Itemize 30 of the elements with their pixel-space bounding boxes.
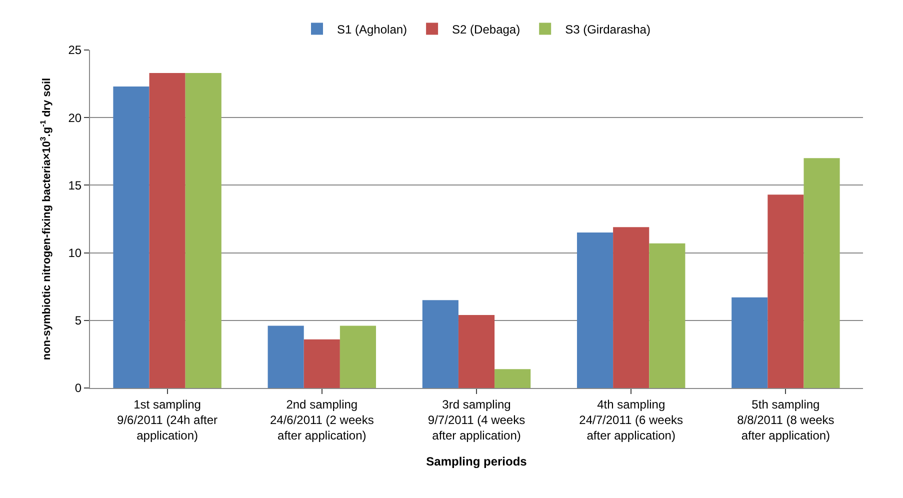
x-tick-label: 5th sampling 8/8/2011 (8 weeks after application) — [737, 397, 834, 443]
bar — [268, 326, 304, 388]
bar — [576, 232, 614, 388]
y-tick-label: 20 — [68, 110, 82, 125]
legend-label: S3 (Girdarasha) — [565, 22, 650, 36]
y-tick-label: 25 — [68, 43, 82, 58]
y-tick-label: 5 — [74, 314, 82, 328]
x-tick-label: 2nd sampling 24/6/2011 (2 weeks after application) — [270, 397, 374, 443]
y-tick-label: 10 — [68, 246, 82, 260]
x-tick-label: 4th sampling 24/7/2011 (6 weeks after application) — [579, 397, 684, 443]
x-tick-label: 3rd sampling 9/7/2011 (4 weeks after application) — [428, 397, 526, 443]
bar — [340, 326, 376, 388]
bar — [613, 227, 650, 388]
bar — [804, 158, 840, 388]
bar — [422, 300, 458, 388]
bar — [768, 194, 804, 388]
bar — [185, 72, 222, 388]
bar — [113, 86, 150, 388]
legend-label: S1 (Agholan) — [337, 22, 408, 36]
bar — [149, 72, 186, 388]
bar — [304, 339, 340, 388]
bar — [732, 297, 768, 388]
bar — [649, 243, 686, 388]
y-tick-label: 0 — [74, 381, 82, 396]
y-tick-label: 15 — [68, 178, 82, 192]
x-tick-label: 1st sampling 9/6/2011 (24h after application) — [117, 397, 218, 443]
legend-label: S2 (Debaga) — [452, 22, 520, 36]
bar — [494, 369, 531, 388]
bar — [458, 314, 495, 388]
x-axis-title: Sampling periods — [426, 454, 528, 468]
